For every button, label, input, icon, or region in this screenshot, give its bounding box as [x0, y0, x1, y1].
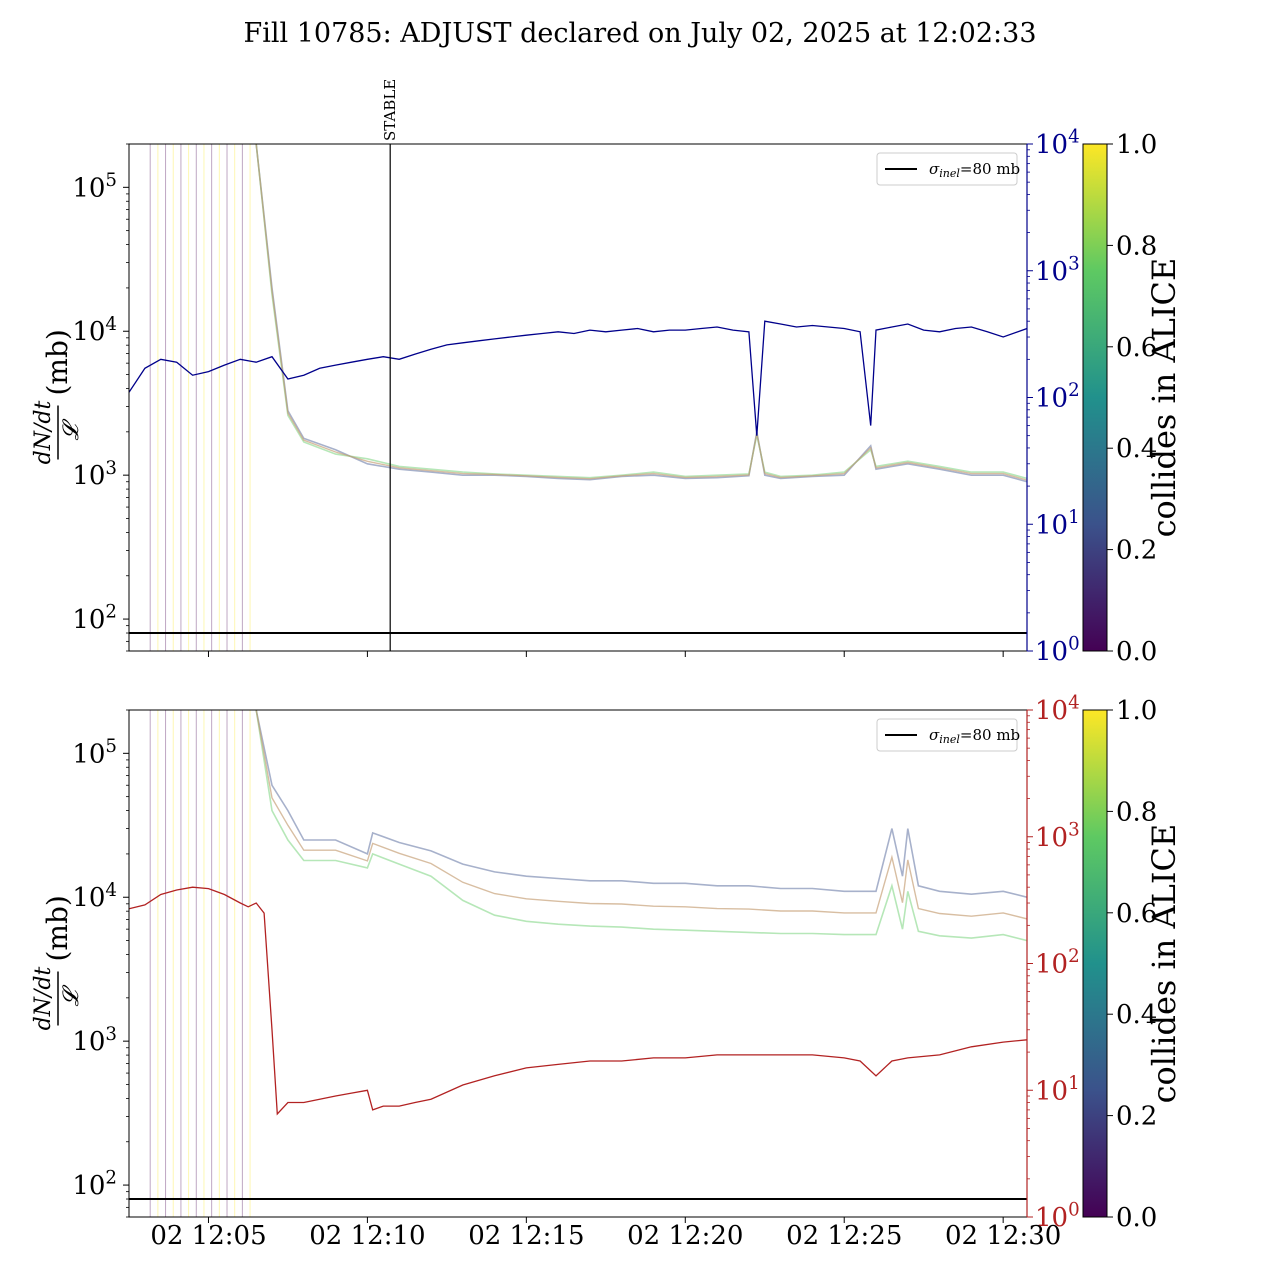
right-tick-label: 103	[1035, 253, 1080, 286]
left-tick-label: 102	[72, 1168, 117, 1201]
legend-entry: σinel=80 mb	[929, 726, 1020, 746]
right-tick-label: 100	[1035, 634, 1080, 667]
colorbar-tick-label: 1.0	[1116, 696, 1157, 726]
left-tick-label: 102	[72, 602, 117, 635]
colorbar-gradient	[1082, 143, 1108, 652]
stable-annotation: STABLE	[381, 79, 399, 141]
right-tick-label: 103	[1035, 819, 1080, 852]
right-tick-label: 102	[1035, 380, 1080, 413]
colorbar-tick-label: 0.0	[1116, 1203, 1157, 1233]
left-tick-label: 103	[72, 1024, 117, 1057]
colorbar-tick-label: 1.0	[1116, 130, 1157, 160]
plot-area	[129, 710, 1027, 1217]
right-tick-label: 101	[1035, 1073, 1080, 1106]
colored-series-1	[255, 144, 1027, 483]
left-tick-label: 105	[72, 736, 117, 769]
x-tick-label: 02 12:10	[309, 1221, 425, 1251]
colorbar-tick-label: 0.6	[1116, 333, 1157, 363]
y-axis-label-numerator: dN/dt	[31, 401, 56, 465]
x-tick-label: 02 12:25	[786, 1221, 902, 1251]
plot-area	[129, 144, 1027, 651]
y-axis-label-unit: (mb)	[41, 329, 74, 395]
colored-series-2	[255, 144, 1027, 480]
legend-entry: σinel=80 mb	[929, 160, 1020, 180]
left-tick-label: 103	[72, 458, 117, 491]
colored-series-mean	[255, 710, 1027, 920]
x-tick-label: 02 12:20	[627, 1221, 743, 1251]
left-tick-label: 105	[72, 170, 117, 203]
y-axis-label: dN/dt 𝓛 (mb)	[31, 895, 84, 1030]
y-axis-label-unit: (mb)	[41, 895, 74, 961]
left-tick-label: 104	[72, 314, 117, 347]
colorbar-tick-label: 0.8	[1116, 797, 1157, 827]
y-axis-label-denominator: 𝓛	[59, 985, 84, 1007]
colorbar-gradient	[1082, 709, 1108, 1218]
colorbar-label: collides in ALICE	[1145, 824, 1183, 1104]
right-tick-label: 104	[1035, 127, 1080, 160]
x-tick-label: 02 12:30	[945, 1221, 1061, 1251]
left-tick-label: 104	[72, 880, 117, 913]
legend: σinel=80 mb	[876, 152, 1020, 186]
panel-2: 102 103 104 105 100 101 102 103 104 02 12:05 02 12…	[31, 693, 1183, 1251]
y-axis-label-numerator: dN/dt	[31, 967, 56, 1031]
colorbar-tick-label: 0.2	[1116, 1102, 1157, 1132]
right-tick-label: 102	[1035, 946, 1080, 979]
right-tick-label: 101	[1035, 507, 1080, 540]
colorbar-label: collides in ALICE	[1145, 258, 1183, 538]
right-tick-label: 100	[1035, 1200, 1080, 1233]
colorbar-tick-label: 0.0	[1116, 637, 1157, 667]
right-axis-series	[129, 886, 1027, 1116]
x-tick-label: 02 12:05	[150, 1221, 266, 1251]
panel-1: STABLE 102 103 104 105 100 101 102 103 104 dN/dt 𝓛 (…	[31, 79, 1183, 667]
colored-series-1	[255, 710, 1027, 898]
x-tick-label: 02 12:15	[468, 1221, 584, 1251]
legend-box	[876, 718, 1018, 752]
plot-frame	[128, 709, 1028, 1218]
y-axis-label-denominator: 𝓛	[59, 419, 84, 441]
colorbar-tick-label: 0.6	[1116, 899, 1157, 929]
colored-series-2	[255, 710, 1027, 942]
colored-series-mean	[255, 144, 1027, 481]
colorbar-tick-label: 0.4	[1116, 1000, 1157, 1030]
y-axis-label: dN/dt 𝓛 (mb)	[31, 329, 84, 464]
colorbar: 0.0 0.2 0.4 0.6 0.8 1.0 collides in ALICE	[1082, 130, 1183, 667]
right-tick-label: 104	[1035, 693, 1080, 726]
colorbar-tick-label: 0.8	[1116, 231, 1157, 261]
colorbar-tick-label: 0.4	[1116, 434, 1157, 464]
colorbar-tick-label: 0.2	[1116, 536, 1157, 566]
colorbar: 0.0 0.2 0.4 0.6 0.8 1.0 collides in ALICE	[1082, 696, 1183, 1233]
figure-title: Fill 10785: ADJUST declared on July 02, …	[243, 18, 1037, 49]
legend: σinel=80 mb	[876, 718, 1020, 752]
legend-box	[876, 152, 1018, 186]
right-axis-series	[129, 320, 1027, 436]
